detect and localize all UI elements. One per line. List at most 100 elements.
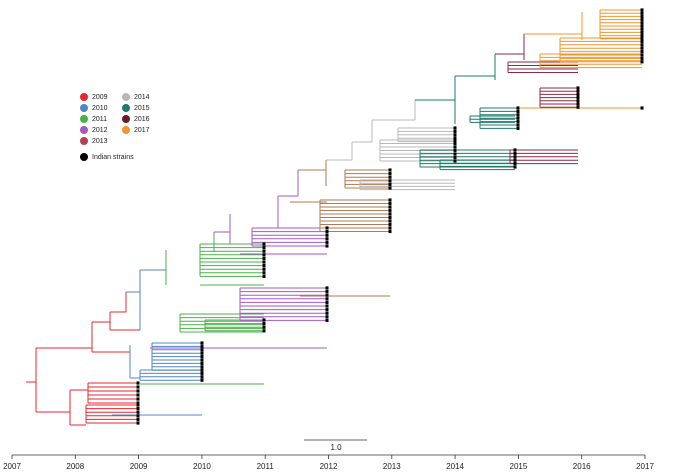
legend-dot-2009	[80, 93, 88, 101]
indian-strain-marker	[388, 168, 392, 172]
indian-strain-marker	[136, 421, 140, 425]
indian-strain-marker	[576, 96, 580, 100]
legend-label-2014: 2014	[134, 93, 150, 101]
axis-tick-label: 2012	[320, 462, 338, 471]
indian-strain-marker	[325, 290, 329, 294]
indian-strain-marker	[200, 371, 204, 375]
indian-strain-marker	[453, 155, 457, 160]
axis-tick-label: 2015	[510, 462, 528, 471]
indian-strain-marker	[640, 60, 644, 64]
indian-strain-marker	[262, 246, 266, 250]
indian-strain-marker	[200, 348, 204, 352]
indian-strain-marker	[453, 148, 457, 153]
indian-strain-marker	[262, 325, 266, 329]
indian-strain-marker	[640, 18, 644, 22]
indian-strain-marker	[325, 293, 329, 297]
indian-strain-marker	[388, 229, 392, 234]
indian-strain-marker	[516, 106, 520, 110]
indian-strain-marker	[576, 102, 580, 106]
indian-strain-marker	[516, 109, 520, 113]
indian-strain-marker	[325, 230, 329, 234]
indian-strain-marker	[640, 14, 644, 18]
indian-strain-marker	[640, 50, 644, 54]
indian-strain-marker	[388, 186, 392, 190]
indian-strain-marker	[388, 205, 392, 209]
indian-strain-marker	[453, 152, 457, 156]
legend-2017: 2017	[122, 126, 150, 134]
indian-strain-marker	[325, 244, 329, 248]
indian-strain-marker	[453, 126, 457, 130]
legend-2015: 2015	[122, 104, 150, 112]
indian-strain-marker	[325, 318, 329, 322]
axis-tick-label: 2007	[3, 462, 21, 471]
indian-strain-marker	[325, 304, 329, 308]
indian-strain-marker	[136, 407, 140, 411]
legend-label-2015: 2015	[134, 104, 150, 112]
indian-strain-marker	[200, 341, 204, 345]
indian-strain-marker	[576, 105, 580, 109]
indian-strain-marker	[640, 46, 644, 50]
indian-strain-marker	[136, 397, 140, 401]
indian-strain-marker	[516, 116, 520, 120]
legend-label-2016: 2016	[134, 115, 150, 123]
indian-strain-marker	[388, 226, 392, 230]
indian-strain-marker	[325, 240, 329, 244]
indian-strain-marker	[388, 208, 392, 213]
indian-strain-marker	[640, 21, 644, 25]
time-axis: 2007 2008 2009 2010 2011 2012 2013 2014 2015 2016…	[3, 454, 654, 471]
axis-tick-label: 2017	[636, 462, 654, 471]
indian-strain-marker	[640, 56, 644, 60]
indian-strain-marker	[640, 34, 644, 38]
indian-strain-marker	[262, 242, 266, 246]
indian-strain-marker	[640, 39, 644, 43]
legend-label-2013: 2013	[92, 137, 108, 145]
indian-strain-marker	[325, 297, 329, 301]
indian-strain-marker	[453, 129, 457, 133]
legend-dot-2011	[80, 115, 88, 123]
indian-strain-marker	[513, 151, 517, 155]
indian-strain-marker	[640, 8, 644, 12]
legend-2010: 2010	[80, 104, 108, 112]
legend-2011: 2011	[80, 115, 107, 123]
indian-strain-marker	[516, 113, 520, 117]
indian-strain-marker	[388, 198, 392, 202]
legend-2013: 2013	[80, 137, 108, 145]
legend-indian-strains: Indian strains	[80, 153, 134, 161]
indian-strain-marker	[576, 99, 580, 103]
indian-strain-marker	[200, 365, 204, 369]
indian-strain-marker	[136, 401, 140, 405]
indian-strain-marker	[262, 271, 266, 275]
indian-strain-marker	[513, 158, 517, 162]
legend-dot-2010	[80, 104, 88, 112]
axis-tick-label: 2010	[193, 462, 211, 471]
indian-strain-marker	[453, 145, 457, 149]
indian-strain-marker	[325, 237, 329, 241]
indian-strain-marker	[136, 403, 140, 407]
indian-strain-marker	[200, 358, 204, 362]
indian-strain-marker	[200, 344, 204, 348]
indian-strain-marker	[200, 351, 204, 355]
indian-strain-marker	[640, 106, 644, 110]
legend-dot-2017	[122, 126, 130, 134]
indian-strain-marker	[388, 201, 392, 206]
indian-strain-marker	[200, 378, 204, 382]
indian-strain-marker	[136, 389, 140, 393]
axis-tick-label: 2009	[130, 462, 148, 471]
indian-strain-marker	[200, 355, 204, 359]
indian-strain-marker	[453, 136, 457, 140]
indian-strain-marker	[640, 30, 644, 34]
indian-strain-marker	[262, 253, 266, 257]
legend-2009: 2009	[80, 93, 108, 101]
axis-tick-label: 2011	[257, 462, 275, 471]
indian-strain-marker	[136, 385, 140, 389]
indian-strain-marker	[262, 267, 266, 271]
indian-strain-marker	[513, 162, 517, 166]
indian-strain-marker	[136, 414, 140, 418]
indian-strain-marker	[453, 141, 457, 146]
indian-strain-marker	[388, 179, 392, 183]
indian-strain-marker	[516, 120, 520, 124]
indian-strain-marker	[640, 43, 644, 47]
indian-strain-marker	[640, 11, 644, 15]
indian-strain-marker	[453, 159, 457, 163]
